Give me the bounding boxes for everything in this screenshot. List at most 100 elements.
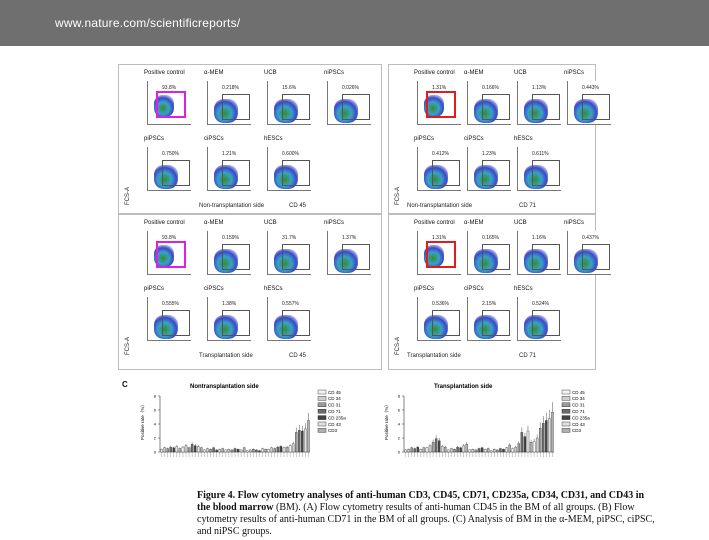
flow-plot: niPSCs 0.026% [324, 70, 371, 125]
bar [249, 449, 252, 453]
bar [184, 445, 188, 453]
legend-entry: CD 235a [572, 415, 590, 420]
bar [428, 445, 432, 453]
flow-plot: α-MEM 0.166% [464, 70, 511, 125]
bar [434, 438, 438, 453]
bar [273, 448, 277, 453]
bar [175, 446, 179, 453]
bar [261, 448, 264, 453]
bar [200, 447, 203, 453]
gate-box [482, 160, 510, 186]
gate-box [342, 94, 370, 120]
bar [523, 436, 527, 453]
legend-swatch [317, 389, 327, 395]
y-tick-label: 2 [154, 436, 157, 441]
flow-plot: ciPSCs 1.38% [204, 286, 251, 341]
marker-label: CD 71 [519, 353, 537, 359]
legend-swatch [317, 409, 327, 414]
figure-caption: Figure 4. Flow cytometry analyses of ant… [197, 490, 657, 538]
gate-box [162, 160, 190, 186]
gate-box [532, 244, 560, 270]
legend-entry: CD 71 [328, 409, 341, 414]
bar [282, 447, 286, 453]
bar-chart-title: Transplantation side [434, 384, 493, 390]
bar [163, 447, 166, 453]
plot-title: Positive control [414, 220, 455, 226]
legend-entry: CD3 [572, 428, 581, 433]
bar [242, 447, 246, 453]
bar [468, 449, 472, 453]
flow-plot: niPSCs 1.37% [324, 220, 371, 275]
bar [459, 447, 462, 453]
bar [410, 447, 413, 453]
bar [255, 449, 258, 453]
bar [178, 448, 182, 453]
gate-box [282, 94, 310, 120]
flow-plot: hESCs 0.611% [514, 136, 561, 191]
bar [239, 449, 243, 453]
plot-percentage: 2.15% [482, 301, 497, 307]
x-axis-label: Transplantation side [407, 353, 461, 359]
bar [514, 446, 517, 453]
plot-percentage: 0.443% [582, 85, 599, 91]
panel-a-top: Positive control 93.8% α-MEM 0.218% UCB 15.6%… [118, 64, 382, 214]
plot-percentage: 0.750% [162, 151, 179, 157]
legend-entry: CD 34 [328, 396, 341, 401]
gate-box [282, 244, 310, 270]
plot-percentage: 0.026% [342, 85, 359, 91]
bar [197, 446, 200, 453]
plot-title: UCB [264, 70, 277, 76]
marker-label: CD 45 [289, 353, 307, 359]
bar [230, 449, 234, 453]
bar [456, 446, 459, 453]
bar [462, 445, 465, 453]
bar [209, 449, 212, 453]
bar [493, 449, 496, 453]
panel-label-c: C [122, 380, 128, 389]
legend-swatch [561, 409, 571, 414]
y-tick-label: 8 [398, 394, 401, 399]
bar [471, 449, 475, 453]
site-url[interactable]: www.nature.com/scientificreports/ [55, 16, 241, 30]
bar-chart-nontransplantation: Nontransplantation side Positive rate（%） 0… [140, 384, 346, 457]
y-tick-label: 0 [154, 450, 157, 455]
plot-title: α-MEM [204, 220, 224, 226]
gate-box [156, 91, 186, 118]
bar [203, 449, 206, 453]
flow-plot: α-MEM 0.165% [464, 220, 511, 275]
plot-title: hESCs [264, 286, 283, 292]
bar [236, 449, 240, 453]
plot-percentage: 0.218% [222, 85, 239, 91]
flow-plot: Positive control 93.8% [144, 70, 191, 125]
plot-percentage: 1.31% [432, 235, 447, 241]
plot-percentage: 0.166% [482, 85, 499, 91]
legend-entry: CD 235a [328, 415, 346, 420]
plot-percentage: 0.600% [282, 151, 299, 157]
flow-plot: Positive control 1.31% [414, 70, 461, 125]
bar [206, 448, 209, 453]
plot-percentage: 0.437% [582, 235, 599, 241]
bar [252, 449, 255, 453]
plot-title: niPSCs [564, 70, 585, 76]
legend-entry: CD 31 [572, 403, 585, 408]
gate-box [282, 310, 310, 336]
scatter-cloud [154, 95, 174, 117]
plot-percentage: 0.524% [532, 301, 549, 307]
flow-plot: α-MEM 0.218% [204, 70, 251, 125]
legend-entry: CD 71 [572, 409, 585, 414]
caption-text: (BM). (A) Flow cytometry results of anti… [197, 502, 655, 537]
gate-box [432, 160, 460, 186]
legend-entry: CD 43 [328, 422, 341, 427]
plot-title: piPSCs [414, 136, 435, 142]
flow-plot: ciPSCs 1.21% [204, 136, 251, 191]
plot-title: hESCs [264, 136, 283, 142]
bar [496, 449, 499, 453]
gate-box [222, 160, 250, 186]
plot-title: Positive control [144, 70, 185, 76]
plot-percentage: 0.412% [432, 151, 449, 157]
bar [499, 448, 502, 453]
scatter-cloud [154, 245, 174, 267]
flow-plot: piPSCs 0.555% [144, 286, 191, 341]
bar [437, 440, 441, 453]
panel-a-bottom: Positive control 93.8% α-MEM 0.159% UCB 31.7%… [118, 214, 382, 370]
